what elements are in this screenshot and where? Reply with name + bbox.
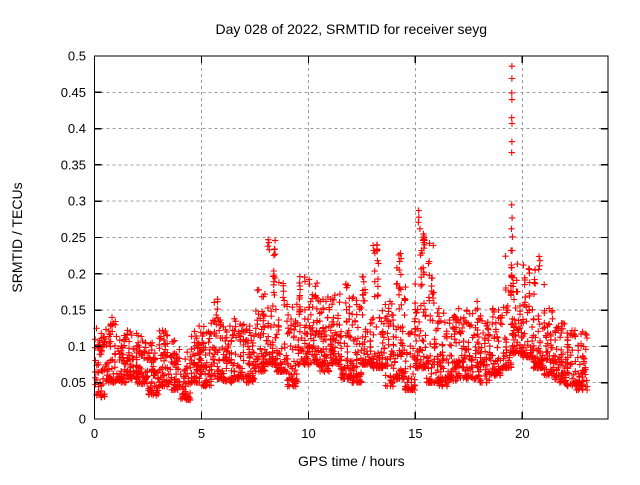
y-tick-label: 0 (79, 412, 86, 427)
y-axis-label: SRMTID / TECUs (9, 182, 25, 292)
y-tick-label: 0.4 (68, 121, 86, 136)
y-tick-label: 0.35 (61, 157, 86, 172)
y-tick-label: 0.3 (68, 194, 86, 209)
chart-title: Day 028 of 2022, SRMTID for receiver sey… (216, 21, 488, 37)
x-tick-label: 5 (198, 426, 205, 441)
y-tick-label: 0.2 (68, 266, 86, 281)
x-tick-label: 0 (91, 426, 98, 441)
y-tick-label: 0.45 (61, 85, 86, 100)
x-tick-label: 15 (408, 426, 422, 441)
y-tick-label: 0.25 (61, 230, 86, 245)
x-axis-label: GPS time / hours (298, 453, 405, 469)
y-tick-label: 0.05 (61, 375, 86, 390)
x-tick-label: 10 (301, 426, 315, 441)
x-tick-label: 20 (515, 426, 529, 441)
grid-lines (94, 56, 608, 419)
y-tick-label: 0.1 (68, 339, 86, 354)
y-tick-label: 0.5 (68, 49, 86, 64)
tick-marks (93, 55, 608, 420)
y-tick-label: 0.15 (61, 303, 86, 318)
data-points-srmtid (91, 63, 591, 404)
